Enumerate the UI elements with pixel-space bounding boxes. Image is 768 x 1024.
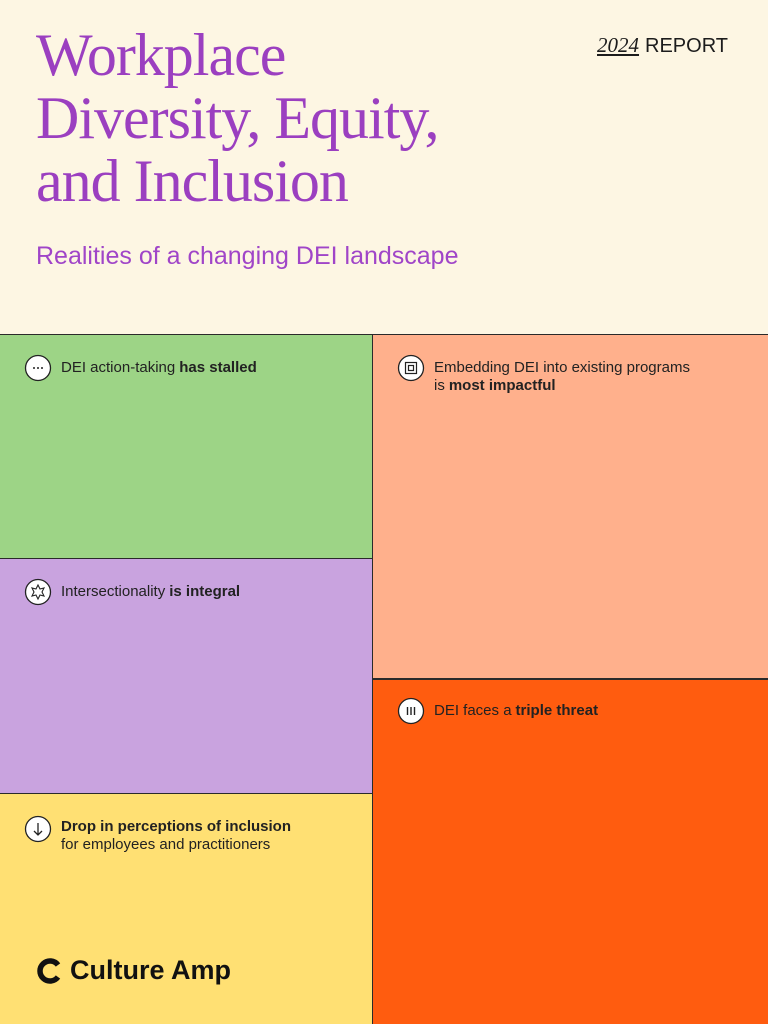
card-yellow: Drop in perceptions of inclusion for empl…	[0, 793, 373, 1024]
icon	[24, 578, 52, 606]
icon	[397, 354, 425, 382]
title-line: Diversity, Equity,	[36, 85, 439, 151]
report: REPORT	[645, 35, 728, 57]
title: Workplace Diversity, Equity, and Inclusi…	[36, 24, 439, 213]
year: 2024	[597, 33, 640, 57]
card-emphasis: Drop in perceptions of inclusion	[61, 818, 292, 835]
card-text: DEI faces a	[434, 702, 512, 719]
brand: Culture Amp	[36, 955, 231, 986]
card-emphasis: is integral	[169, 583, 241, 600]
card-text: for employees and practitioners	[61, 836, 271, 853]
card-orange: DEI faces a triple threat	[373, 678, 768, 1024]
brand-name: Culture Amp	[70, 955, 231, 985]
card-emphasis: most impactful	[448, 377, 556, 394]
card-text: DEI action-taking	[61, 359, 176, 376]
card: DEI action-taking has stalled	[24, 354, 341, 382]
card-text: Intersectionality	[61, 583, 166, 600]
brand-logo	[37, 957, 61, 984]
icon	[24, 354, 52, 382]
card: Drop in perceptions of inclusion for empl…	[24, 815, 341, 854]
icon	[24, 815, 52, 843]
title-line: Workplace	[36, 22, 286, 88]
card-green: DEI action-taking has stalled	[0, 334, 373, 558]
card: Intersectionality is integral	[24, 578, 341, 606]
report-label: 2024 REPORT	[597, 33, 728, 58]
card: Embedding DEI into existing programs is m…	[397, 354, 714, 395]
title-line: and Inclusion	[36, 148, 349, 214]
card: DEI faces a triple threat	[397, 697, 714, 725]
card-emphasis: triple threat	[515, 702, 599, 719]
card-emphasis: has stalled	[179, 359, 257, 376]
card-text: Embedding DEI into existing programs is	[434, 359, 690, 394]
card-salmon: Embedding DEI into existing programs is m…	[373, 334, 768, 678]
subtitle: Realities of a changing DEI landscape	[36, 242, 459, 270]
icon	[397, 697, 425, 725]
card-purple: Intersectionality is integral	[0, 558, 373, 793]
